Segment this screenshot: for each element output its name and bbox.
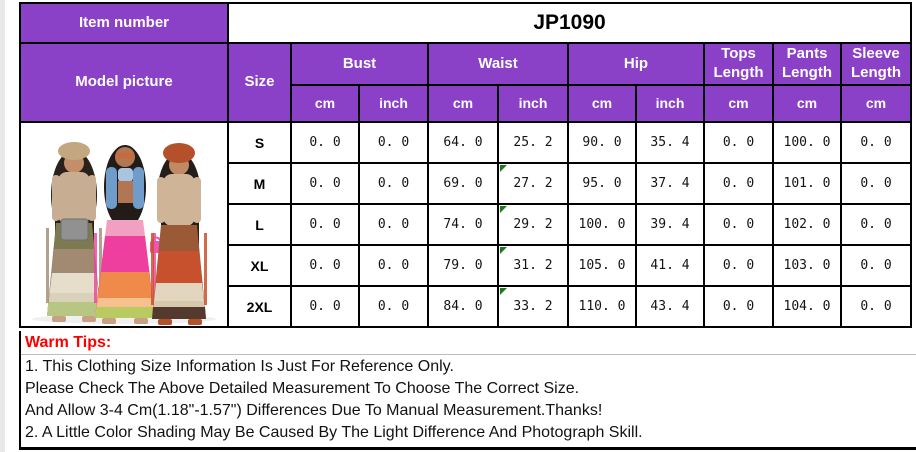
measure-cell: 0. 0 xyxy=(839,244,913,287)
pants-cm-unit: cm xyxy=(772,84,842,123)
measure-cell: 0. 0 xyxy=(703,203,774,246)
measure-cell: 90. 0 xyxy=(567,121,637,164)
bust-cm-unit: cm xyxy=(290,84,360,123)
measure-value: 33. 2 xyxy=(513,299,553,314)
measure-cell: 27. 2 xyxy=(497,162,569,205)
measure-cell: 29. 2 xyxy=(497,203,569,246)
measure-cell: 0. 0 xyxy=(839,203,913,246)
measure-cell: 0. 0 xyxy=(703,285,774,328)
excel-flag-icon xyxy=(500,165,507,172)
hip-header: Hip xyxy=(567,42,705,86)
measure-cell: 0. 0 xyxy=(358,203,429,246)
sleeve-length-header: Sleeve Length xyxy=(839,42,913,86)
size-header: Size xyxy=(227,42,292,123)
measure-cell: 0. 0 xyxy=(290,162,360,205)
warm-tips-title: Warm Tips: xyxy=(21,331,916,355)
measure-cell: 102. 0 xyxy=(772,203,842,246)
waist-inch-unit: inch xyxy=(497,84,569,123)
measure-cell: 95. 0 xyxy=(567,162,637,205)
warm-tips-line-3: And Allow 3-4 Cm(1.18"-1.57") Difference… xyxy=(25,402,603,419)
measure-cell: 0. 0 xyxy=(358,285,429,328)
measure-value: 29. 2 xyxy=(513,217,553,232)
hip-cm-unit: cm xyxy=(567,84,637,123)
waist-header: Waist xyxy=(427,42,569,86)
measure-cell: 0. 0 xyxy=(839,121,913,164)
measure-value: 31. 2 xyxy=(513,258,553,273)
measure-cell: 0. 0 xyxy=(358,121,429,164)
measure-cell: 101. 0 xyxy=(772,162,842,205)
item-number-value: JP1090 xyxy=(226,2,913,44)
measure-cell: 0. 0 xyxy=(839,162,913,205)
page-left-margin xyxy=(0,0,5,452)
measure-cell: 69. 0 xyxy=(427,162,499,205)
size-chart-table: Item number JP1090 Model picture Size Bu… xyxy=(19,2,913,328)
measure-cell: 0. 0 xyxy=(358,162,429,205)
table-top-border xyxy=(19,2,614,4)
measure-cell: 31. 2 xyxy=(497,244,569,287)
model-center xyxy=(94,145,163,324)
measure-cell: 41. 4 xyxy=(635,244,705,287)
size-label-xl: XL xyxy=(227,244,292,287)
waist-cm-unit: cm xyxy=(427,84,499,123)
measure-cell: 0. 0 xyxy=(290,121,360,164)
measure-cell: 0. 0 xyxy=(703,162,774,205)
warm-tips-box: Warm Tips: 1. This Clothing Size Informa… xyxy=(19,331,916,450)
measure-cell: 0. 0 xyxy=(290,244,360,287)
size-label-2xl: 2XL xyxy=(227,285,292,328)
measure-cell: 79. 0 xyxy=(427,244,499,287)
bust-header: Bust xyxy=(290,42,429,86)
measure-cell: 104. 0 xyxy=(772,285,842,328)
size-label-m: M xyxy=(227,162,292,205)
size-label-l: L xyxy=(227,203,292,246)
measure-cell: 103. 0 xyxy=(772,244,842,287)
measure-cell: 100. 0 xyxy=(772,121,842,164)
measure-cell: 35. 4 xyxy=(635,121,705,164)
measure-value: 27. 2 xyxy=(513,176,553,191)
model-photo-illustration xyxy=(32,142,216,325)
bust-inch-unit: inch xyxy=(358,84,429,123)
measure-cell: 37. 4 xyxy=(635,162,705,205)
measure-cell: 0. 0 xyxy=(703,121,774,164)
measure-cell: 33. 2 xyxy=(497,285,569,328)
tops-length-header: Tops Length xyxy=(703,42,774,86)
model-left xyxy=(46,142,102,322)
size-label-s: S xyxy=(227,121,292,164)
excel-flag-icon xyxy=(500,206,507,213)
sleeve-cm-unit: cm xyxy=(839,84,913,123)
warm-tips-line-1: 1. This Clothing Size Information Is Jus… xyxy=(25,358,454,375)
measure-cell: 0. 0 xyxy=(839,285,913,328)
measure-cell: 43. 4 xyxy=(635,285,705,328)
measure-cell: 39. 4 xyxy=(635,203,705,246)
tops-cm-unit: cm xyxy=(703,84,774,123)
measure-cell: 25. 2 xyxy=(497,121,569,164)
measure-cell: 0. 0 xyxy=(290,203,360,246)
pants-length-header: Pants Length xyxy=(772,42,842,86)
measure-cell: 0. 0 xyxy=(290,285,360,328)
measure-cell: 110. 0 xyxy=(567,285,637,328)
warm-tips-body: 1. This Clothing Size Information Is Jus… xyxy=(21,355,916,444)
measure-cell: 64. 0 xyxy=(427,121,499,164)
model-picture-header: Model picture xyxy=(19,42,229,123)
item-number-label: Item number xyxy=(19,2,229,44)
excel-flag-icon xyxy=(500,247,507,254)
measure-cell: 84. 0 xyxy=(427,285,499,328)
measure-cell: 105. 0 xyxy=(567,244,637,287)
measure-cell: 100. 0 xyxy=(567,203,637,246)
warm-tips-line-2: Please Check The Above Detailed Measurem… xyxy=(25,380,580,397)
measure-cell: 0. 0 xyxy=(703,244,774,287)
excel-flag-icon xyxy=(500,288,507,295)
warm-tips-line-4: 2. A Little Color Shading May Be Caused … xyxy=(25,424,643,441)
hip-inch-unit: inch xyxy=(635,84,705,123)
model-photo xyxy=(19,121,229,328)
model-right xyxy=(151,143,207,325)
measure-cell: 0. 0 xyxy=(358,244,429,287)
measure-cell: 74. 0 xyxy=(427,203,499,246)
